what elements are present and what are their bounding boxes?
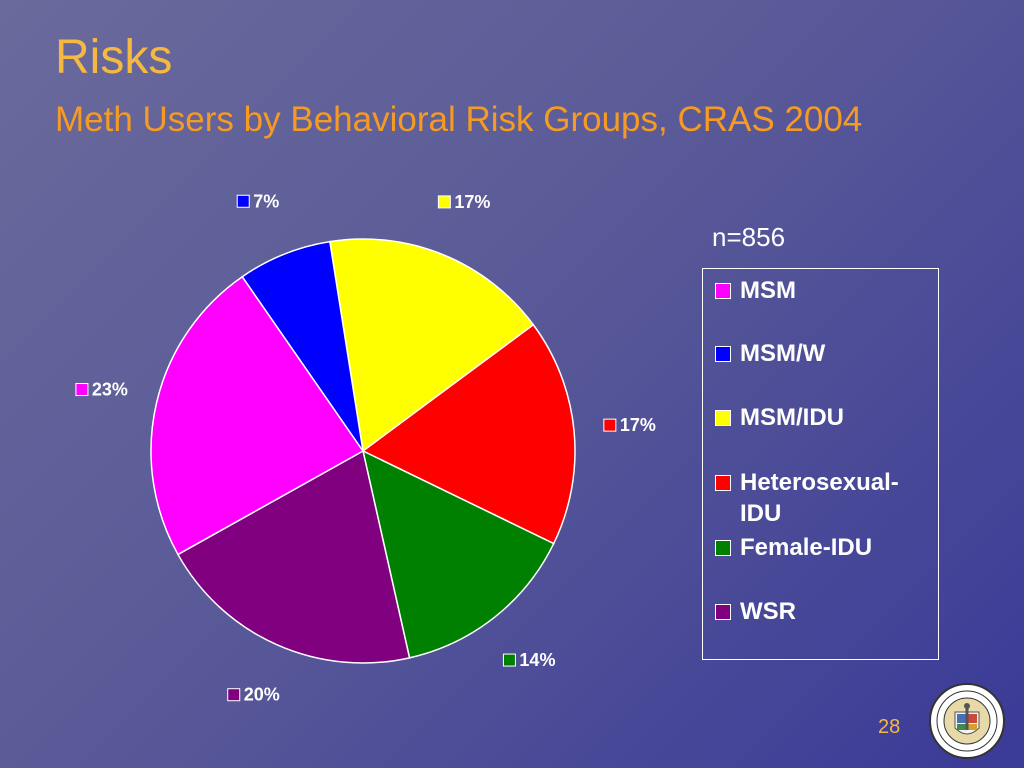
data-label-text: 23% bbox=[92, 380, 128, 400]
data-label-text: 17% bbox=[454, 192, 490, 212]
sample-size-label: n=856 bbox=[712, 222, 786, 252]
pie-slice-female-idu bbox=[361, 449, 555, 659]
pie-slice-msm-idu bbox=[328, 238, 535, 453]
legend-label: Heterosexual-IDU bbox=[740, 469, 899, 527]
data-label: 23% bbox=[75, 380, 128, 400]
data-label-swatch bbox=[502, 653, 516, 667]
legend-label: Female-IDU bbox=[740, 534, 873, 561]
pie-slice-msm-w bbox=[241, 240, 364, 452]
slide-title: Risks bbox=[55, 31, 173, 84]
data-label: 17% bbox=[437, 192, 490, 212]
data-label-swatch bbox=[75, 383, 89, 397]
county-seal-icon bbox=[929, 683, 1005, 759]
legend-label: MSM/W bbox=[740, 340, 826, 367]
pie-slice-wsr bbox=[176, 449, 411, 664]
legend-label: WSR bbox=[740, 598, 796, 625]
data-label-text: 7% bbox=[253, 191, 279, 211]
legend-item-msm: MSM bbox=[715, 275, 937, 306]
legend-swatch bbox=[715, 346, 731, 362]
legend-swatch bbox=[715, 283, 731, 299]
legend-item-msm-idu: MSM/IDU bbox=[715, 402, 937, 433]
data-label-text: 20% bbox=[244, 685, 280, 705]
pie-slice-heterosexual-idu bbox=[361, 323, 576, 545]
legend-swatch bbox=[715, 540, 731, 556]
legend-swatch bbox=[715, 604, 731, 620]
data-label: 7% bbox=[236, 191, 279, 211]
slide-subtitle: Meth Users by Behavioral Risk Groups, CR… bbox=[55, 100, 863, 139]
legend-item-wsr: WSR bbox=[715, 596, 937, 627]
legend-swatch bbox=[715, 475, 731, 491]
page-number: 28 bbox=[878, 716, 901, 738]
pie-slice-msm bbox=[150, 275, 365, 556]
data-label-swatch bbox=[236, 194, 250, 208]
legend-item-heterosexual-idu: Heterosexual-IDU bbox=[715, 467, 937, 529]
legend-swatch bbox=[715, 410, 731, 426]
legend-item-msm-w: MSM/W bbox=[715, 338, 937, 369]
legend-label: MSM bbox=[740, 277, 796, 304]
data-label-text: 14% bbox=[519, 650, 555, 670]
data-label-swatch bbox=[227, 688, 241, 702]
legend-label: MSM/IDU bbox=[740, 404, 844, 431]
data-label: 14% bbox=[502, 650, 555, 670]
data-label-swatch bbox=[437, 195, 451, 209]
data-label-swatch bbox=[603, 418, 617, 432]
data-label: 20% bbox=[227, 685, 280, 705]
legend-item-female-idu: Female-IDU bbox=[715, 532, 937, 563]
data-label-text: 17% bbox=[620, 415, 656, 435]
data-label: 17% bbox=[603, 415, 656, 435]
chart-legend: MSM MSM/W MSM/IDU Heterosexual-IDU Femal… bbox=[702, 268, 939, 660]
